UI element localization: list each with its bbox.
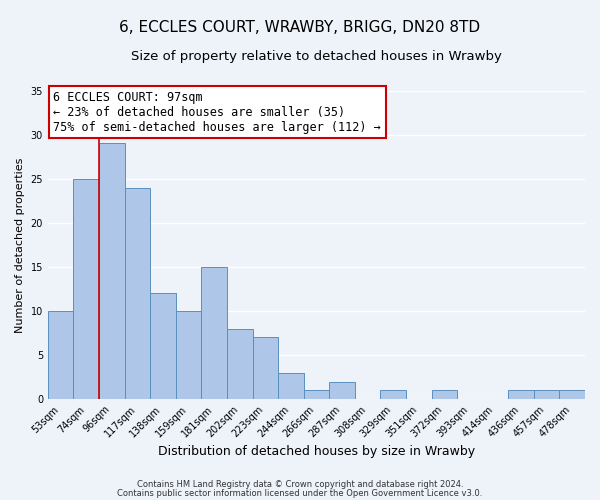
Bar <box>48 311 73 399</box>
Bar <box>253 338 278 399</box>
Title: Size of property relative to detached houses in Wrawby: Size of property relative to detached ho… <box>131 50 502 63</box>
Bar <box>508 390 534 399</box>
Text: Contains HM Land Registry data © Crown copyright and database right 2024.: Contains HM Land Registry data © Crown c… <box>137 480 463 489</box>
Bar <box>202 267 227 399</box>
Bar <box>227 328 253 399</box>
Bar <box>534 390 559 399</box>
Bar <box>73 178 99 399</box>
Text: 6 ECCLES COURT: 97sqm
← 23% of detached houses are smaller (35)
75% of semi-deta: 6 ECCLES COURT: 97sqm ← 23% of detached … <box>53 90 381 134</box>
X-axis label: Distribution of detached houses by size in Wrawby: Distribution of detached houses by size … <box>158 444 475 458</box>
Bar <box>150 294 176 399</box>
Text: Contains public sector information licensed under the Open Government Licence v3: Contains public sector information licen… <box>118 489 482 498</box>
Y-axis label: Number of detached properties: Number of detached properties <box>15 157 25 332</box>
Bar <box>559 390 585 399</box>
Bar <box>329 382 355 399</box>
Bar <box>304 390 329 399</box>
Bar <box>125 188 150 399</box>
Bar <box>176 311 202 399</box>
Bar <box>278 372 304 399</box>
Bar <box>99 144 125 399</box>
Bar <box>380 390 406 399</box>
Bar <box>431 390 457 399</box>
Text: 6, ECCLES COURT, WRAWBY, BRIGG, DN20 8TD: 6, ECCLES COURT, WRAWBY, BRIGG, DN20 8TD <box>119 20 481 35</box>
